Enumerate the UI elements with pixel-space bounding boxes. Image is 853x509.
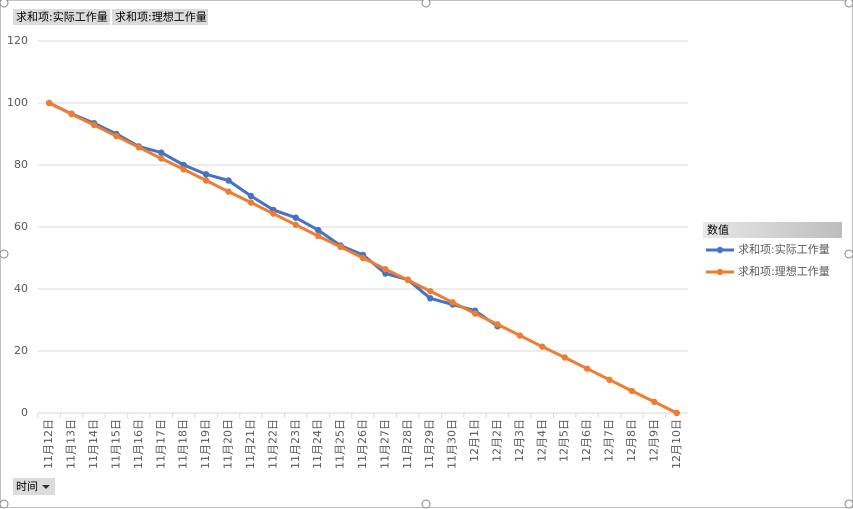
point [471, 310, 479, 317]
point [606, 376, 613, 384]
point [180, 166, 187, 173]
point [90, 121, 98, 129]
x-tick-label: 11月21日 [244, 419, 257, 469]
x-tick-label: 11月18日 [177, 419, 190, 469]
point [337, 243, 344, 251]
x-tick-label: 12月7日 [603, 419, 616, 462]
point [427, 287, 434, 295]
x-tick-label: 11月28日 [401, 419, 414, 469]
x-tick-label: 12月10日 [670, 419, 683, 469]
x-tick-label: 11月29日 [423, 419, 436, 469]
point [225, 177, 232, 184]
point [404, 276, 412, 284]
axis-field-button[interactable]: 时间 [13, 478, 55, 495]
x-tick-label: 11月26日 [356, 419, 369, 469]
y-tick-label: 0 [21, 406, 28, 419]
point [673, 409, 680, 417]
point [651, 398, 658, 406]
legend-marker [716, 268, 724, 276]
point [46, 99, 53, 107]
x-tick-label: 11月22日 [266, 419, 279, 469]
field-button[interactable] [13, 9, 110, 25]
point [247, 192, 255, 200]
point [68, 110, 75, 118]
x-tick-label: 11月23日 [289, 419, 302, 469]
y-tick-label: 100 [7, 96, 28, 109]
y-tick-label: 80 [14, 158, 28, 171]
x-tick-label: 11月12日 [42, 419, 55, 469]
point [516, 332, 524, 339]
y-tick-label: 60 [14, 220, 28, 233]
x-tick-label: 11月19日 [199, 419, 212, 469]
x-tick-label: 11月17日 [154, 419, 167, 469]
x-tick-label: 11月24日 [311, 419, 324, 469]
x-tick-label: 11月20日 [222, 419, 235, 469]
field-button[interactable] [13, 478, 55, 495]
field-button-label: 求和项:实际工作量 [16, 10, 108, 24]
field-button-label: 时间 [16, 480, 38, 493]
point [292, 221, 299, 229]
x-tick-label: 12月4日 [535, 419, 548, 462]
legend-title-bar [703, 222, 842, 238]
x-tick-label: 12月1日 [468, 419, 481, 462]
x-tick-label: 11月25日 [334, 419, 347, 469]
x-tick-label: 11月16日 [132, 419, 145, 469]
point [225, 188, 232, 195]
x-tick-label: 12月2日 [490, 419, 503, 462]
x-tick-label: 11月14日 [87, 419, 100, 469]
x-tick-label: 12月6日 [580, 419, 593, 462]
x-tick-label: 11月13日 [65, 419, 78, 469]
point [270, 210, 277, 217]
legend-title: 数值 [707, 224, 729, 237]
value-field-buttons: 求和项:实际工作量 求和项:理想工作量 [13, 9, 208, 25]
point [382, 265, 389, 273]
point [628, 387, 636, 395]
point [158, 149, 165, 156]
x-tick-label: 12月5日 [558, 419, 571, 462]
x-tick-label: 12月9日 [647, 419, 660, 462]
point [158, 155, 165, 162]
y-tick-label: 20 [14, 344, 28, 357]
point [427, 295, 434, 302]
y-tick-label: 40 [14, 282, 28, 295]
point [539, 343, 546, 350]
point [113, 132, 120, 140]
point [359, 254, 367, 262]
x-tick-label: 12月3日 [513, 419, 526, 462]
point [314, 226, 322, 234]
x-tick-label: 11月30日 [446, 419, 459, 469]
point [561, 354, 568, 361]
point [202, 177, 210, 184]
point [135, 144, 143, 151]
point [583, 365, 591, 372]
legend-label: 求和项:理想工作量 [738, 264, 830, 278]
point [314, 232, 322, 240]
point [247, 199, 255, 206]
x-tick-label: 11月15日 [109, 419, 122, 469]
y-tick-label: 120 [7, 34, 28, 47]
x-tick-label: 12月8日 [625, 419, 638, 462]
point [449, 299, 456, 306]
field-button-label: 求和项:理想工作量 [115, 10, 207, 24]
field-button[interactable] [112, 9, 208, 25]
dropdown-arrow [42, 485, 50, 489]
point [494, 321, 501, 328]
point [202, 171, 210, 178]
legend-marker [716, 246, 724, 254]
point [292, 214, 299, 221]
legend-label: 求和项:实际工作量 [738, 242, 830, 256]
x-tick-label: 11月27日 [378, 419, 391, 469]
